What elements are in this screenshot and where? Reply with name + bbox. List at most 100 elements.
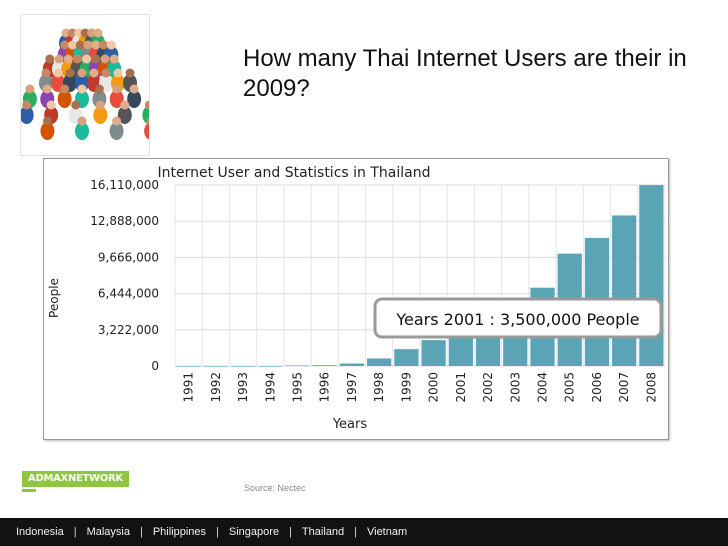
bar-1997 [339,363,365,366]
person-head [112,116,122,126]
person-head [94,84,104,94]
slide-title: How many Thai Internet Users are their i… [243,45,687,102]
x-tick-label: 2000 [427,372,441,403]
person-head [95,100,105,110]
y-tick-label: 9,666,000 [98,250,159,264]
person-body [57,90,72,108]
source-note: Source: Nectec [244,483,306,493]
chart-panel: Internet User and Statistics in Thailand… [43,158,669,440]
x-tick-label: 2002 [481,372,495,403]
footer-country: Indonesia [16,526,64,538]
person-head [63,54,73,64]
footer-separator: | [216,526,219,538]
person-head [53,68,63,78]
person-head [87,28,97,38]
bar-2000 [421,340,446,366]
person-head [100,54,110,64]
person-head [61,28,71,38]
footer-separator: | [73,526,77,538]
footer-country: Thailand [301,526,345,538]
person-head [93,28,103,38]
footer-separator: | [354,526,357,538]
person-head [125,68,135,78]
logo-accent [22,489,36,492]
y-tick-label: 3,222,000 [98,323,159,337]
person-head [82,54,92,64]
person-head [72,54,82,64]
country-footer: Indonesia | Malaysia | Philippines | Singapore… [0,518,728,546]
x-tick-label: 1993 [236,372,250,403]
person-body [144,122,149,140]
person-head [109,54,119,64]
chart-title: Internet User and Statistics in Thailand [158,165,431,181]
y-tick-label: 16,110,000 [90,178,159,192]
footer-country: Vietnam [366,526,408,538]
bar-1998 [367,358,392,366]
x-tick-label: 1999 [399,372,413,403]
person-head [129,84,139,94]
x-tick-label: 1992 [209,372,223,403]
person-head [112,84,122,94]
y-tick-label: 6,444,000 [98,287,159,301]
person-body [117,106,132,124]
tooltip-box [373,297,663,339]
person-head [91,40,101,50]
person-head [75,40,85,50]
person-head [106,40,116,50]
x-tick-label: 2004 [536,372,550,403]
person-head [101,68,111,78]
person-head [99,40,109,50]
x-tick-label: 2003 [508,372,522,403]
bar-1991 [176,366,201,367]
tooltip-text: Years 2001 : 3,500,000 People [395,310,639,329]
x-tick-label: 1995 [291,372,305,403]
person-head [67,28,77,38]
person-head [91,54,101,64]
person-body [40,122,55,140]
x-axis-label: Years [332,417,368,432]
x-tick-label: 1998 [372,372,386,403]
bar-1999 [394,349,419,366]
person-head [42,116,52,126]
person-body [93,106,108,124]
footer-country: Malaysia [86,526,130,538]
x-tick-label: 2008 [644,372,658,403]
person-body [75,122,89,140]
person-body [109,90,124,108]
x-tick-label: 1996 [318,372,332,403]
person-head [83,40,93,50]
crowd-photo [20,14,150,156]
person-head [144,100,149,110]
footer-separator: | [289,526,292,538]
admax-logo: ADMAXNETWORK [22,471,129,487]
bar-1995 [285,365,310,367]
footer-country: Singapore [228,526,280,538]
person-head [54,54,64,64]
bar-1996 [312,365,337,366]
x-tick-label: 2006 [590,372,604,403]
person-head [146,117,149,125]
person-head [25,84,35,94]
y-tick-label: 12,888,000 [90,214,159,228]
bar-1992 [203,366,228,367]
footer-separator: | [139,526,143,538]
person-body [109,122,124,140]
person-head [60,84,70,94]
person-head [71,100,81,110]
footer-country: Philippines [152,526,207,538]
person-head [77,68,87,78]
x-tick-label: 2007 [617,372,631,403]
bar-1994 [258,366,283,367]
x-tick-label: 1991 [182,372,196,403]
bar-2008 [639,185,664,366]
x-tick-label: 1997 [345,372,359,403]
bar-chart: Internet User and Statistics in Thailand… [47,165,666,432]
bar-1993 [230,366,256,367]
y-tick-label: 0 [151,359,159,373]
x-tick-label: 2001 [454,372,468,403]
y-axis-label: People [47,278,61,318]
x-tick-label: 2005 [563,372,577,403]
person-head [77,84,87,94]
person-head [74,28,84,38]
person-head [80,28,90,38]
